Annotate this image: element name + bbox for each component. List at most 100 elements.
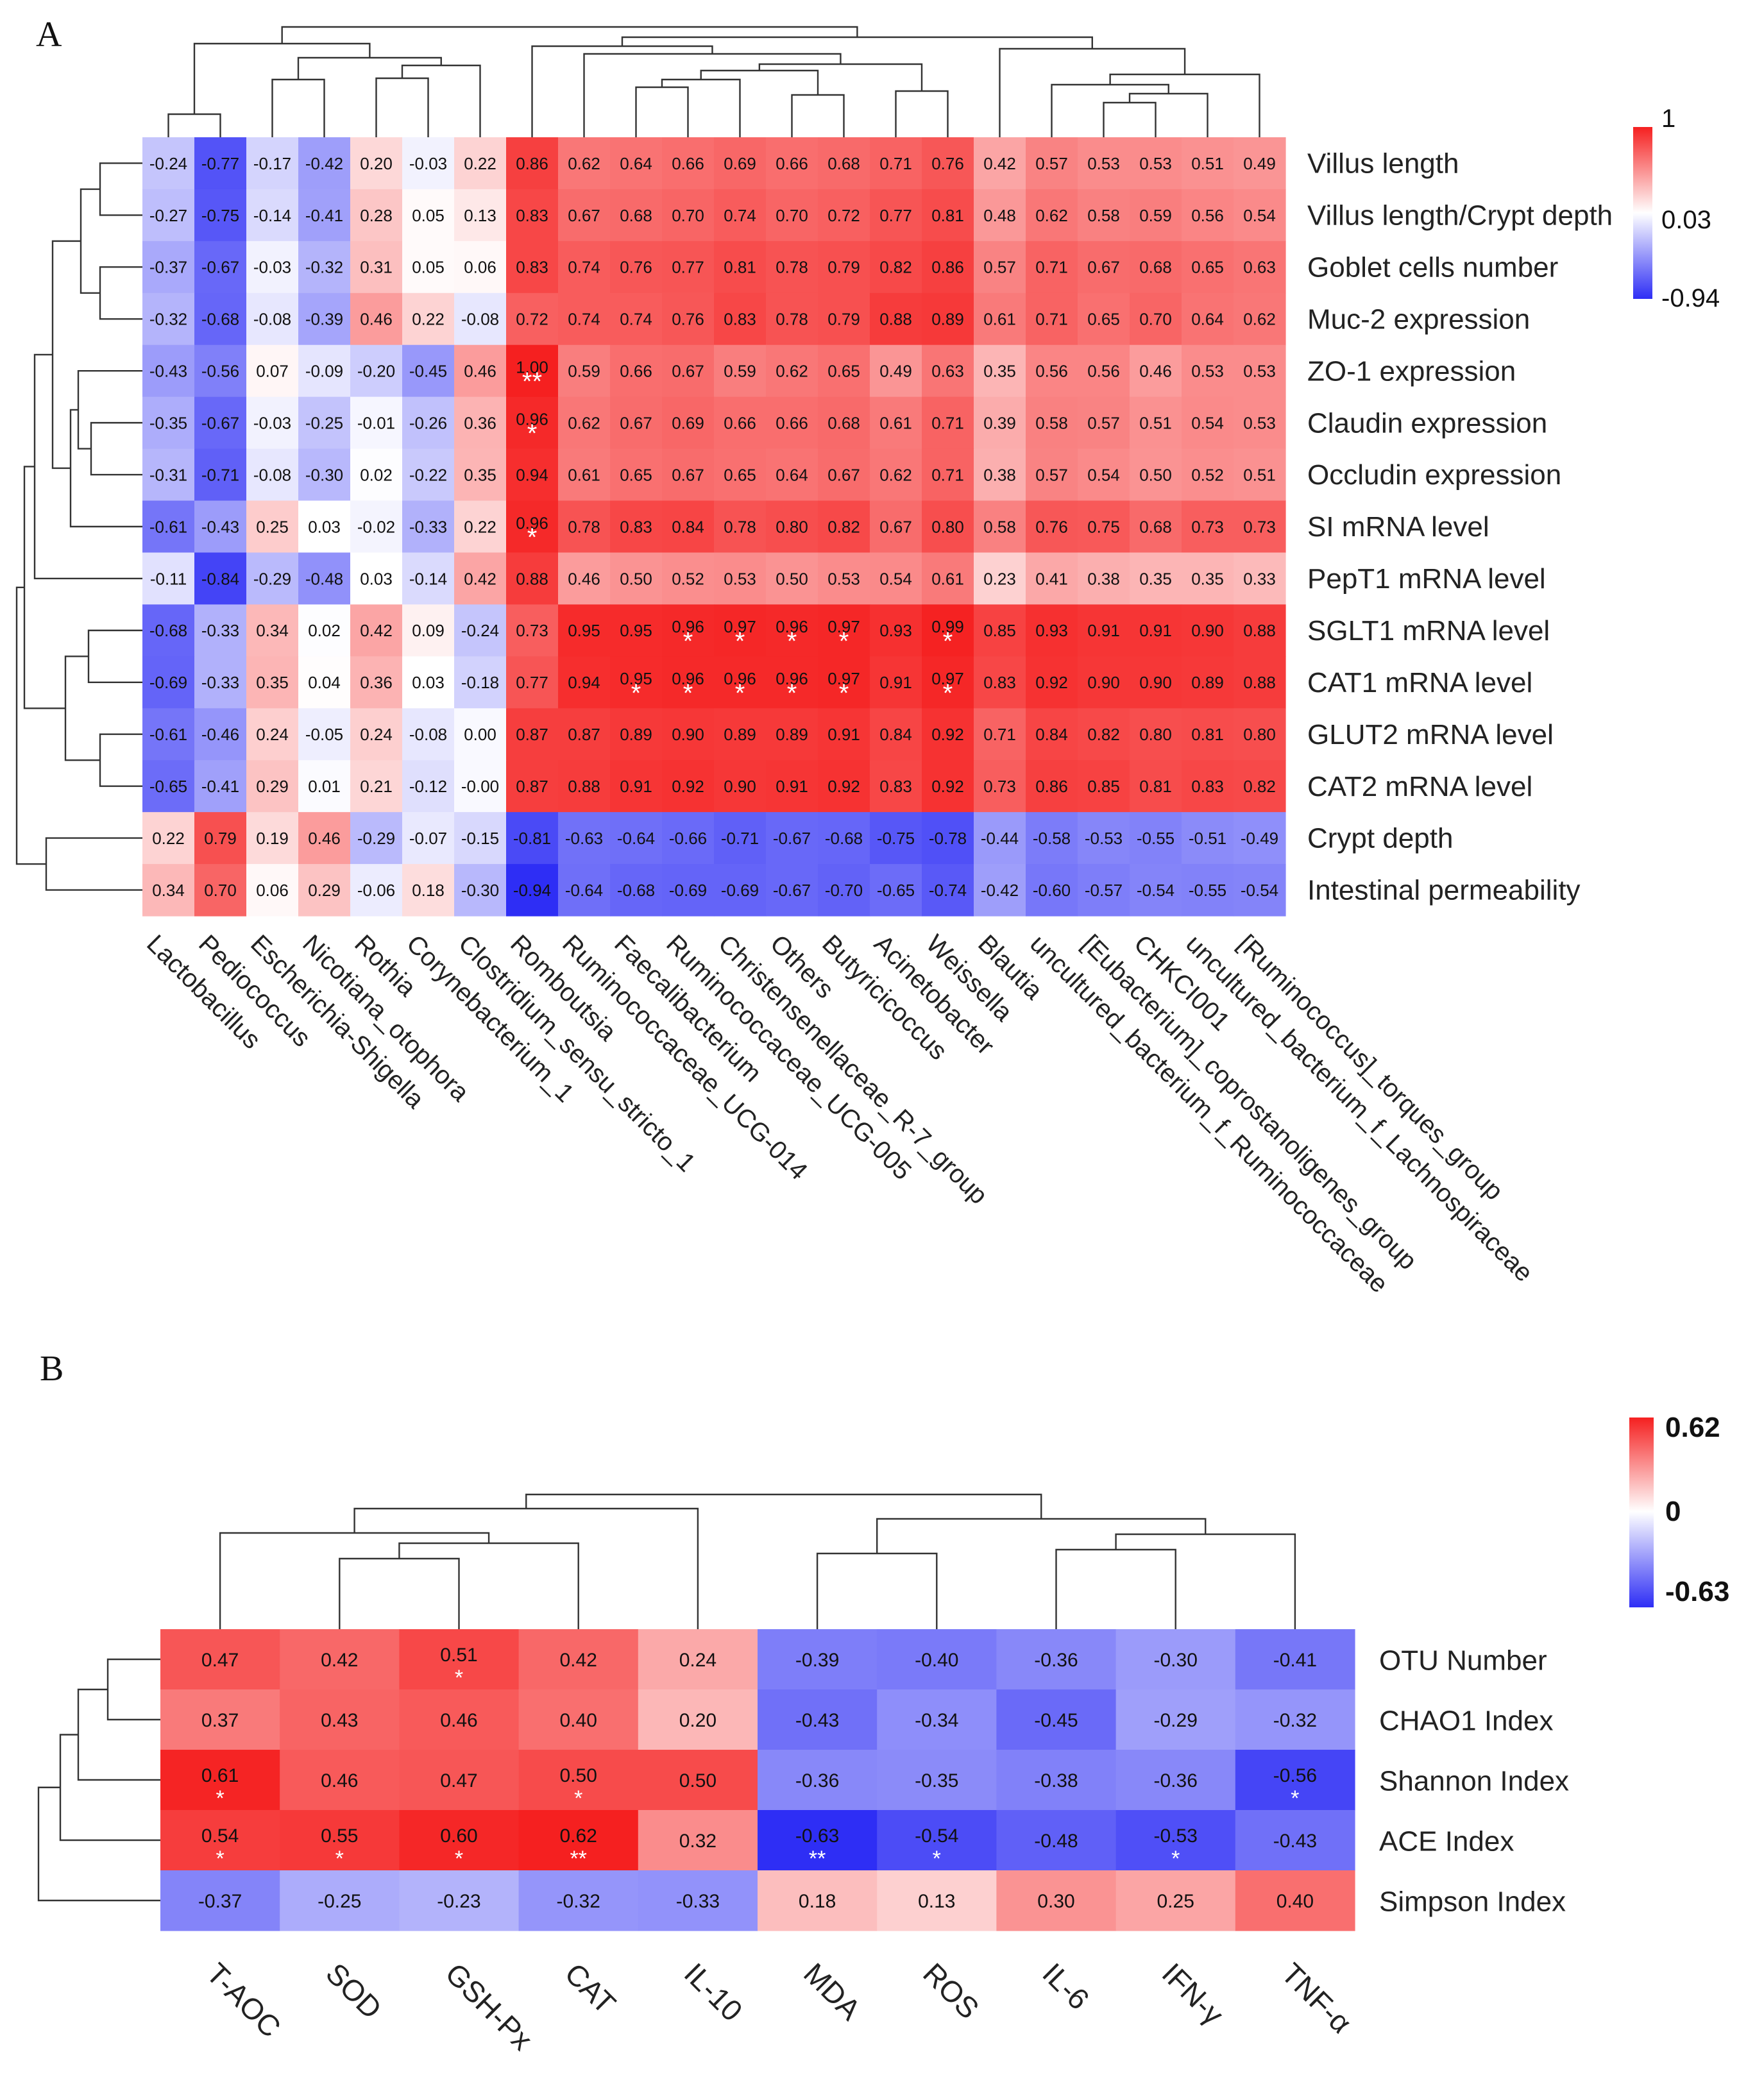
significance-mark: * — [683, 679, 693, 707]
cell-value-label: 0.53 — [1087, 154, 1120, 173]
heatmap-cell — [160, 1689, 280, 1750]
row-label-chao1-index: CHAO1 Index — [1379, 1705, 1553, 1737]
heatmap-cell — [558, 656, 611, 709]
cell-value-label: 0.58 — [1087, 206, 1120, 225]
heatmap-cell — [246, 344, 299, 398]
cell-value-label: 0.36 — [360, 673, 393, 692]
cell-value-label: 0.22 — [152, 829, 185, 848]
cell-value-label: -0.36 — [1154, 1770, 1198, 1791]
heatmap-cell — [142, 708, 195, 761]
cell-value-label: -0.30 — [1154, 1650, 1198, 1671]
cell-value-label: 0.52 — [672, 569, 704, 588]
heatmap-cell — [662, 292, 715, 346]
heatmap-cell — [350, 500, 403, 554]
heatmap-cell — [454, 708, 507, 761]
cell-value-label: -0.63 — [565, 829, 603, 848]
cell-value-label: 0.40 — [1276, 1891, 1314, 1912]
row-label-intestinal-permeability: Intestinal permeability — [1307, 875, 1581, 906]
heatmap-cell — [996, 1629, 1117, 1690]
cell-value-label: 0.72 — [516, 310, 548, 329]
row-label-villus-length-crypt-depth: Villus length/Crypt depth — [1307, 200, 1613, 232]
cell-value-label: 0.78 — [568, 517, 600, 536]
cell-value-label: -0.03 — [253, 258, 291, 277]
heatmap-cell — [870, 708, 922, 761]
cell-value-label: -0.75 — [201, 206, 239, 225]
cell-value-label: 0.96 — [776, 669, 808, 688]
cell-value-label: -0.68 — [149, 621, 187, 640]
significance-mark: * — [335, 1847, 344, 1871]
legend-min-label: -0.63 — [1665, 1576, 1729, 1607]
heatmap-cell — [350, 396, 403, 450]
cell-value-label: 0.62 — [879, 465, 912, 484]
cell-value-label: 0.91 — [620, 777, 652, 796]
cell-value-label: 0.70 — [1139, 310, 1172, 329]
cell-value-label: 0.04 — [308, 673, 341, 692]
cell-value-label: 0.91 — [1139, 621, 1172, 640]
cell-value-label: 0.81 — [931, 206, 964, 225]
heatmap-cell — [1026, 708, 1078, 761]
cell-value-label: -0.43 — [795, 1710, 839, 1731]
heatmap-cell — [758, 1750, 878, 1811]
heatmap-cell — [246, 137, 299, 190]
cell-value-label: 0.65 — [620, 465, 652, 484]
cell-value-label: -0.51 — [1189, 829, 1226, 848]
heatmap-cell — [870, 396, 922, 450]
cell-value-label: 0.13 — [464, 206, 496, 225]
heatmap-cell — [714, 344, 767, 398]
cell-value-label: 0.46 — [464, 362, 496, 381]
heatmap-cell — [142, 189, 195, 242]
heatmap-cell — [818, 812, 870, 865]
cell-value-label: 0.48 — [983, 206, 1016, 225]
cell-value-label: 0.35 — [256, 673, 289, 692]
heatmap-cell — [922, 500, 974, 554]
cell-value-label: -0.69 — [149, 673, 187, 692]
heatmap-cell — [518, 1689, 639, 1750]
cell-value-label: 0.84 — [879, 725, 912, 744]
heatmap-cell — [922, 344, 974, 398]
cell-value-label: -0.61 — [149, 517, 187, 536]
cell-value-label: -0.30 — [461, 881, 499, 900]
heatmap-cell — [1234, 344, 1286, 398]
heatmap-cell — [1130, 189, 1182, 242]
heatmap-cell — [506, 189, 559, 242]
cell-value-label: 0.64 — [620, 154, 652, 173]
dendrogram-branch — [64, 656, 100, 761]
heatmap-cell — [922, 292, 974, 346]
cell-value-label: 0.67 — [1087, 258, 1120, 277]
cell-value-label: -0.08 — [409, 725, 447, 744]
dendrogram-branch — [401, 64, 481, 137]
cell-value-label: -0.24 — [461, 621, 499, 640]
cell-value-label: -0.67 — [773, 829, 811, 848]
significance-mark: * — [527, 523, 538, 552]
heatmap-cell — [610, 344, 663, 398]
heatmap-cell — [1130, 137, 1182, 190]
cell-value-label: -0.78 — [929, 829, 967, 848]
heatmap-cell — [922, 760, 974, 813]
cell-value-label: -0.34 — [915, 1710, 958, 1731]
cell-value-label: 0.83 — [516, 258, 548, 277]
cell-value-label: -0.55 — [1137, 829, 1175, 848]
heatmap-cell — [662, 656, 715, 709]
significance-mark: * — [574, 1786, 582, 1811]
cell-value-label: 0.53 — [827, 569, 860, 588]
cell-value-label: -0.30 — [305, 465, 343, 484]
cell-value-label: 0.76 — [1035, 517, 1068, 536]
heatmap-cell — [662, 396, 715, 450]
cell-value-label: -0.71 — [201, 465, 239, 484]
heatmap-cell — [1115, 1689, 1236, 1750]
cell-value-label: -0.29 — [253, 569, 291, 588]
heatmap-cell — [1235, 1870, 1355, 1931]
heatmap-cell — [974, 708, 1026, 761]
dendrogram-branch — [87, 629, 142, 683]
cell-value-label: 0.74 — [620, 310, 652, 329]
heatmap-cell — [870, 137, 922, 190]
dendrogram-branch — [635, 86, 689, 137]
cell-value-label: 0.46 — [1139, 362, 1172, 381]
cell-value-label: 0.24 — [679, 1650, 717, 1671]
heatmap-cell — [662, 344, 715, 398]
cell-value-label: 0.89 — [1191, 673, 1224, 692]
dendrogram-branch — [271, 78, 325, 137]
cell-value-label: 0.34 — [152, 881, 185, 900]
cell-value-label: 0.05 — [412, 258, 445, 277]
cell-value-label: 0.32 — [679, 1831, 717, 1852]
